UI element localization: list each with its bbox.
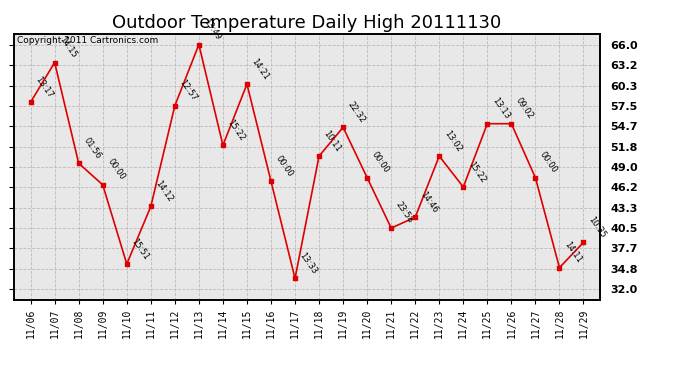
Point [169,103,180,109]
Point [266,178,277,184]
Text: 14:46: 14:46 [418,190,439,214]
Text: 22:32: 22:32 [346,100,367,124]
Point [217,142,228,148]
Point [386,225,397,231]
Point [121,261,132,267]
Text: 09:02: 09:02 [514,96,535,121]
Text: 10:35: 10:35 [586,215,607,240]
Point [49,60,60,66]
Point [457,184,469,190]
Point [482,121,493,127]
Point [97,182,108,188]
Point [554,265,565,271]
Text: 00:00: 00:00 [274,154,295,178]
Point [193,42,204,48]
Text: Copyright 2011 Cartronics.com: Copyright 2011 Cartronics.com [17,36,158,45]
Point [434,153,445,159]
Point [337,124,348,130]
Text: 14:15: 14:15 [57,35,79,60]
Text: 13:49: 13:49 [201,17,223,42]
Text: 14:11: 14:11 [562,240,583,265]
Point [25,99,36,105]
Point [506,121,517,127]
Text: 01:56: 01:56 [81,136,103,160]
Text: 00:00: 00:00 [370,150,391,175]
Text: 12:57: 12:57 [177,78,199,103]
Text: 13:13: 13:13 [490,96,511,121]
Point [290,275,301,281]
Point [313,153,324,159]
Point [362,175,373,181]
Text: 14:12: 14:12 [154,179,175,204]
Text: 13:17: 13:17 [33,75,55,99]
Title: Outdoor Temperature Daily High 20111130: Outdoor Temperature Daily High 20111130 [112,14,502,32]
Text: 15:22: 15:22 [466,160,487,184]
Text: 13:02: 13:02 [442,129,463,153]
Point [410,214,421,220]
Text: 15:22: 15:22 [226,118,247,142]
Point [73,160,84,166]
Text: 13:33: 13:33 [298,251,319,276]
Text: 14:21: 14:21 [250,57,270,81]
Text: 15:51: 15:51 [130,237,150,261]
Point [530,175,541,181]
Text: 23:58: 23:58 [394,201,415,225]
Text: 00:00: 00:00 [538,150,559,175]
Text: 00:00: 00:00 [106,158,126,182]
Point [578,239,589,245]
Point [146,204,157,210]
Point [241,81,253,87]
Text: 10:11: 10:11 [322,129,343,153]
